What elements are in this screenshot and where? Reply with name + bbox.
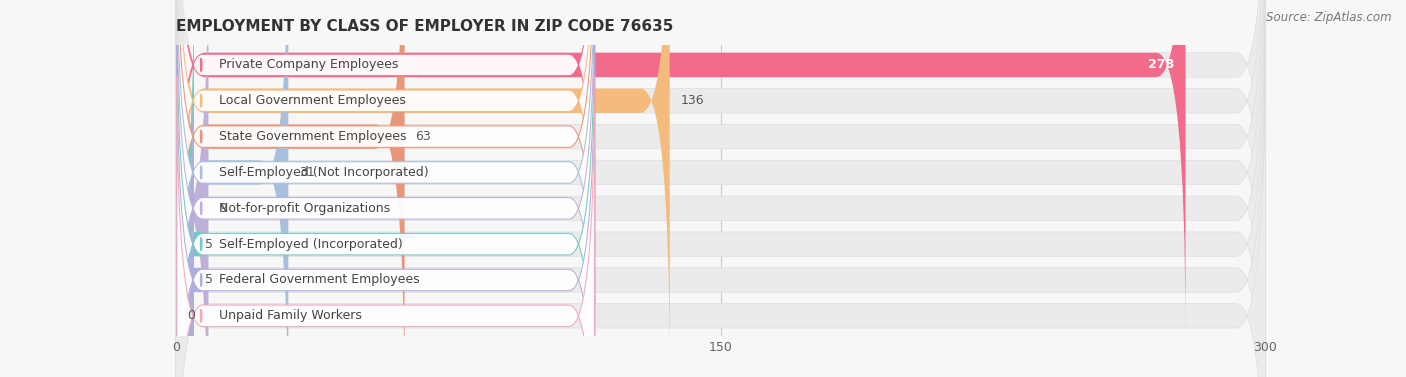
- Text: 136: 136: [681, 94, 704, 107]
- FancyBboxPatch shape: [165, 5, 205, 377]
- Text: EMPLOYMENT BY CLASS OF EMPLOYER IN ZIP CODE 76635: EMPLOYMENT BY CLASS OF EMPLOYER IN ZIP C…: [176, 19, 673, 34]
- FancyBboxPatch shape: [177, 76, 595, 377]
- FancyBboxPatch shape: [176, 0, 669, 375]
- Text: 0: 0: [187, 309, 194, 322]
- Text: 63: 63: [416, 130, 432, 143]
- FancyBboxPatch shape: [177, 4, 595, 377]
- FancyBboxPatch shape: [176, 5, 1265, 377]
- FancyBboxPatch shape: [176, 0, 288, 377]
- Text: Self-Employed (Incorporated): Self-Employed (Incorporated): [219, 238, 404, 251]
- Text: 31: 31: [299, 166, 315, 179]
- Text: 5: 5: [205, 238, 212, 251]
- FancyBboxPatch shape: [176, 0, 1265, 377]
- FancyBboxPatch shape: [177, 40, 595, 377]
- Text: Federal Government Employees: Federal Government Employees: [219, 273, 420, 287]
- Text: 5: 5: [205, 273, 212, 287]
- FancyBboxPatch shape: [177, 0, 595, 341]
- Text: Private Company Employees: Private Company Employees: [219, 58, 399, 72]
- FancyBboxPatch shape: [177, 0, 595, 377]
- FancyBboxPatch shape: [165, 0, 205, 377]
- Text: 9: 9: [219, 202, 228, 215]
- Text: 278: 278: [1149, 58, 1174, 72]
- FancyBboxPatch shape: [176, 0, 405, 377]
- FancyBboxPatch shape: [176, 0, 1185, 339]
- FancyBboxPatch shape: [176, 0, 1265, 375]
- Text: Source: ZipAtlas.com: Source: ZipAtlas.com: [1267, 11, 1392, 24]
- FancyBboxPatch shape: [177, 0, 595, 377]
- Text: Local Government Employees: Local Government Employees: [219, 94, 406, 107]
- Text: State Government Employees: State Government Employees: [219, 130, 406, 143]
- FancyBboxPatch shape: [176, 41, 1265, 377]
- FancyBboxPatch shape: [177, 0, 595, 377]
- FancyBboxPatch shape: [177, 0, 595, 305]
- FancyBboxPatch shape: [176, 0, 1265, 339]
- Text: Unpaid Family Workers: Unpaid Family Workers: [219, 309, 363, 322]
- FancyBboxPatch shape: [176, 0, 1265, 377]
- Text: Not-for-profit Organizations: Not-for-profit Organizations: [219, 202, 391, 215]
- Text: Self-Employed (Not Incorporated): Self-Employed (Not Incorporated): [219, 166, 429, 179]
- FancyBboxPatch shape: [176, 0, 1265, 377]
- FancyBboxPatch shape: [176, 0, 1265, 377]
- FancyBboxPatch shape: [176, 0, 208, 377]
